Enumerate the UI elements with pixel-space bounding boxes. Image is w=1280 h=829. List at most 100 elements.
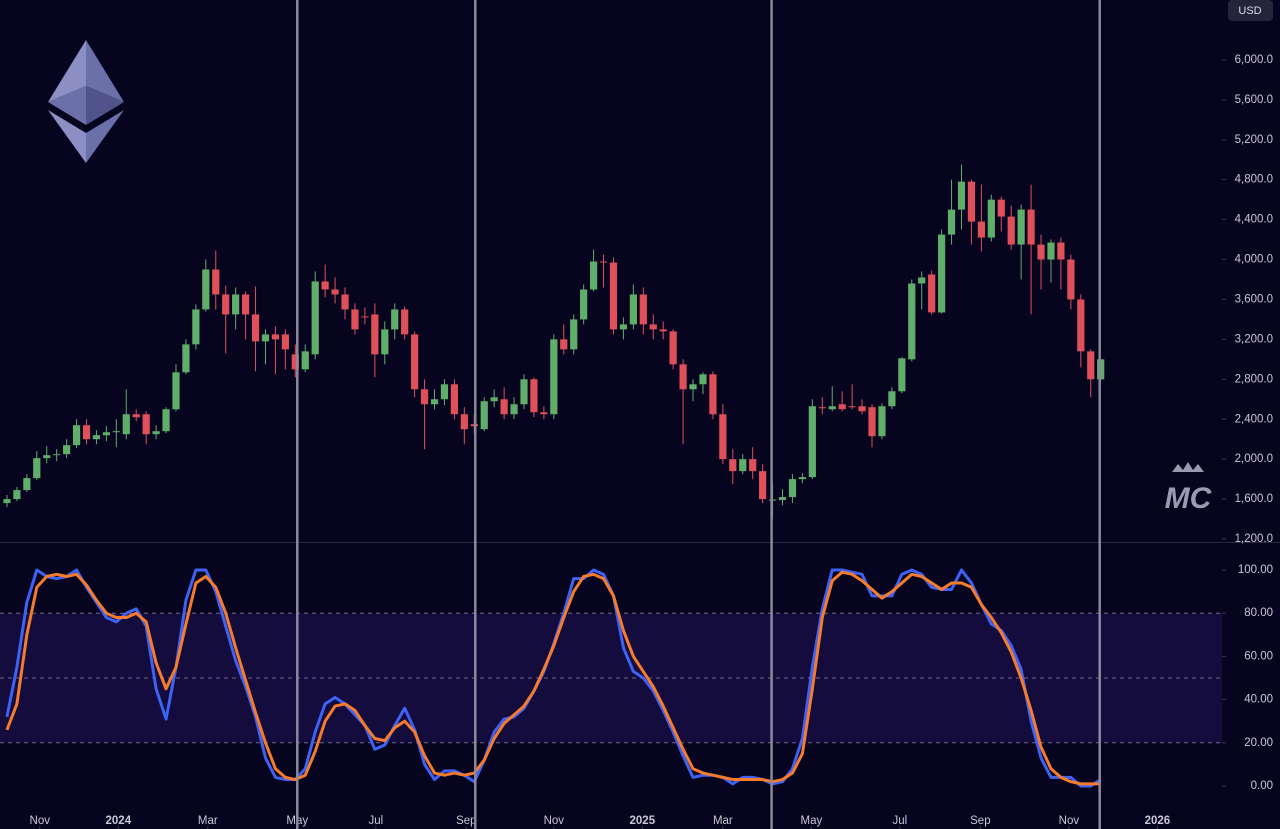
candle-body	[1077, 299, 1085, 352]
candle-body	[420, 389, 429, 405]
candle-body	[361, 316, 369, 318]
eth-logo	[48, 40, 124, 163]
candle-body	[759, 471, 767, 500]
candle-body	[351, 309, 359, 330]
y-tick-label: 1,600.0	[1235, 493, 1273, 505]
x-tick-label: Nov	[544, 815, 565, 827]
candle-body	[132, 414, 140, 418]
candle-body	[63, 445, 71, 455]
candle-body	[580, 289, 588, 320]
candle-body	[102, 432, 110, 436]
y-tick-label: 40.00	[1244, 694, 1273, 706]
x-tick-label: Mar	[713, 815, 733, 827]
candle-body	[918, 277, 926, 284]
y-tick-label: 6,000.0	[1235, 54, 1273, 66]
candle-body	[261, 334, 270, 342]
candle-body	[957, 181, 966, 210]
y-tick-label: 5,600.0	[1235, 94, 1273, 106]
candle-body	[520, 379, 528, 405]
y-tick-label: 80.00	[1244, 607, 1273, 619]
candle-body	[778, 497, 787, 501]
candle-body	[33, 458, 41, 479]
candle-body	[898, 358, 906, 392]
candle-body	[589, 261, 598, 290]
candle-body	[967, 181, 976, 222]
y-tick-label: 60.00	[1244, 650, 1273, 662]
y-tick-label: 5,200.0	[1235, 134, 1273, 146]
candle-body	[848, 406, 856, 408]
candle-body	[371, 314, 379, 355]
candle-body	[818, 407, 826, 409]
y-tick-label: 2,400.0	[1235, 413, 1273, 425]
candle-body	[928, 274, 936, 313]
candle-body	[947, 209, 956, 235]
candle-body	[490, 397, 498, 402]
candle-body	[669, 331, 677, 365]
candle-body	[878, 406, 886, 437]
candle-body	[430, 399, 439, 405]
candle-body	[739, 459, 747, 472]
candle-body	[977, 221, 985, 238]
y-tick-label: 100.00	[1238, 564, 1273, 576]
watermark: MC	[1165, 482, 1213, 515]
candle-body	[271, 334, 280, 340]
y-tick-label: 4,800.0	[1235, 174, 1273, 186]
candle-body	[560, 339, 568, 350]
x-tick-label: Sep	[970, 815, 990, 827]
x-tick-label: Jul	[892, 815, 907, 827]
y-tick-label: 0.00	[1251, 780, 1273, 792]
candle-body	[212, 269, 220, 295]
candle-body	[72, 425, 81, 446]
candle-body	[1017, 209, 1025, 245]
candle-body	[112, 431, 120, 433]
candle-body	[798, 477, 807, 480]
candle-body	[23, 478, 31, 491]
candle-body	[43, 455, 51, 459]
candle-body	[550, 339, 558, 415]
candle-body	[311, 281, 319, 355]
band-layer	[0, 612, 1222, 744]
candle-body	[500, 399, 508, 415]
candle-body	[729, 459, 737, 472]
candle-body	[649, 324, 657, 330]
x-tick-label: Jul	[368, 815, 383, 827]
candle-body	[1087, 351, 1095, 380]
candle-body	[699, 374, 707, 385]
candle-body	[241, 294, 250, 315]
y-tick-label: 4,400.0	[1235, 214, 1273, 226]
candle-body	[689, 384, 697, 390]
candle-body	[808, 406, 816, 478]
candle-body	[1067, 259, 1075, 300]
currency-box	[1228, 0, 1273, 21]
candle-body	[202, 269, 210, 310]
candle-body	[749, 459, 757, 472]
candle-body	[192, 309, 200, 345]
candle-body	[13, 490, 21, 500]
candle-body	[222, 294, 230, 315]
candle-body	[908, 283, 916, 360]
x-tick-label: Nov	[1059, 815, 1080, 827]
x-tick-label: Nov	[30, 815, 51, 827]
x-tick-label: 2024	[106, 815, 132, 827]
candle-body	[450, 384, 458, 415]
candle-body	[122, 414, 130, 435]
x-tick-label: Sep	[456, 815, 476, 827]
y-tick-label: 3,600.0	[1235, 293, 1273, 305]
candle-body	[381, 329, 389, 355]
candle-body	[828, 406, 836, 410]
x-tick-label: 2025	[630, 815, 656, 827]
y-tick-label: 1,200.0	[1235, 533, 1273, 545]
candle-body	[1027, 209, 1035, 245]
y-tick-label: 20.00	[1244, 737, 1273, 749]
x-tick-label: 2026	[1145, 815, 1171, 827]
candle-body	[570, 319, 578, 350]
candle-body	[659, 329, 667, 332]
candle-body	[639, 294, 647, 325]
indicator-line	[5, 570, 1101, 786]
candle-body	[619, 324, 628, 330]
candle-body	[987, 199, 995, 238]
candle-body	[599, 261, 608, 263]
currency-label: USD	[1238, 5, 1261, 17]
candle-body	[53, 454, 61, 456]
